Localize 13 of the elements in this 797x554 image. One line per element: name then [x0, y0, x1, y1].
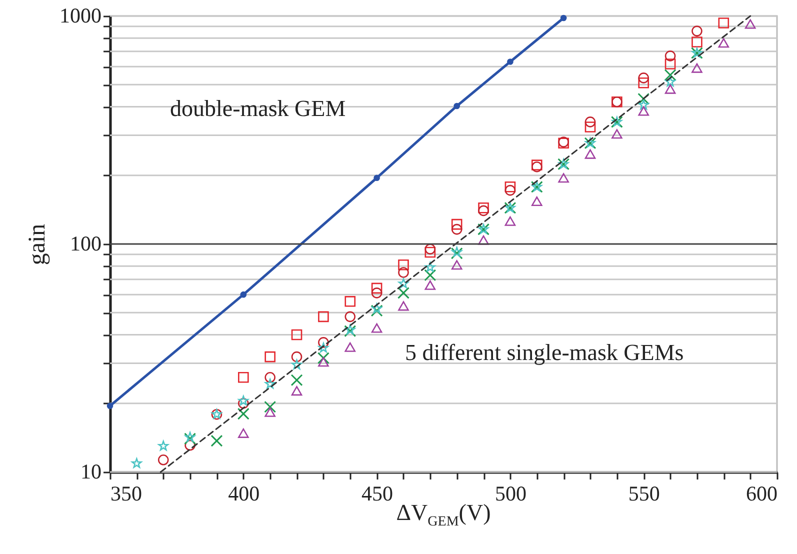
x-tick-label: 400 [228, 482, 260, 506]
y-axis-title: gain [24, 224, 50, 266]
x-tick-label: 600 [746, 482, 778, 506]
x-tick-label: 500 [494, 482, 526, 506]
y-tick-label: 1000 [60, 4, 102, 28]
x-tick-label: 550 [628, 482, 660, 506]
y-tick-label: 10 [80, 460, 102, 484]
x-axis-title: ΔV$_{GEM}$(V) [396, 500, 491, 530]
annotation: 5 different single-mask GEMs [405, 340, 684, 365]
y-tick-label: 100 [70, 232, 102, 256]
x-tick-label: 450 [362, 482, 394, 506]
x-tick-label: 350 [110, 482, 142, 506]
annotation: double-mask GEM [170, 96, 346, 121]
